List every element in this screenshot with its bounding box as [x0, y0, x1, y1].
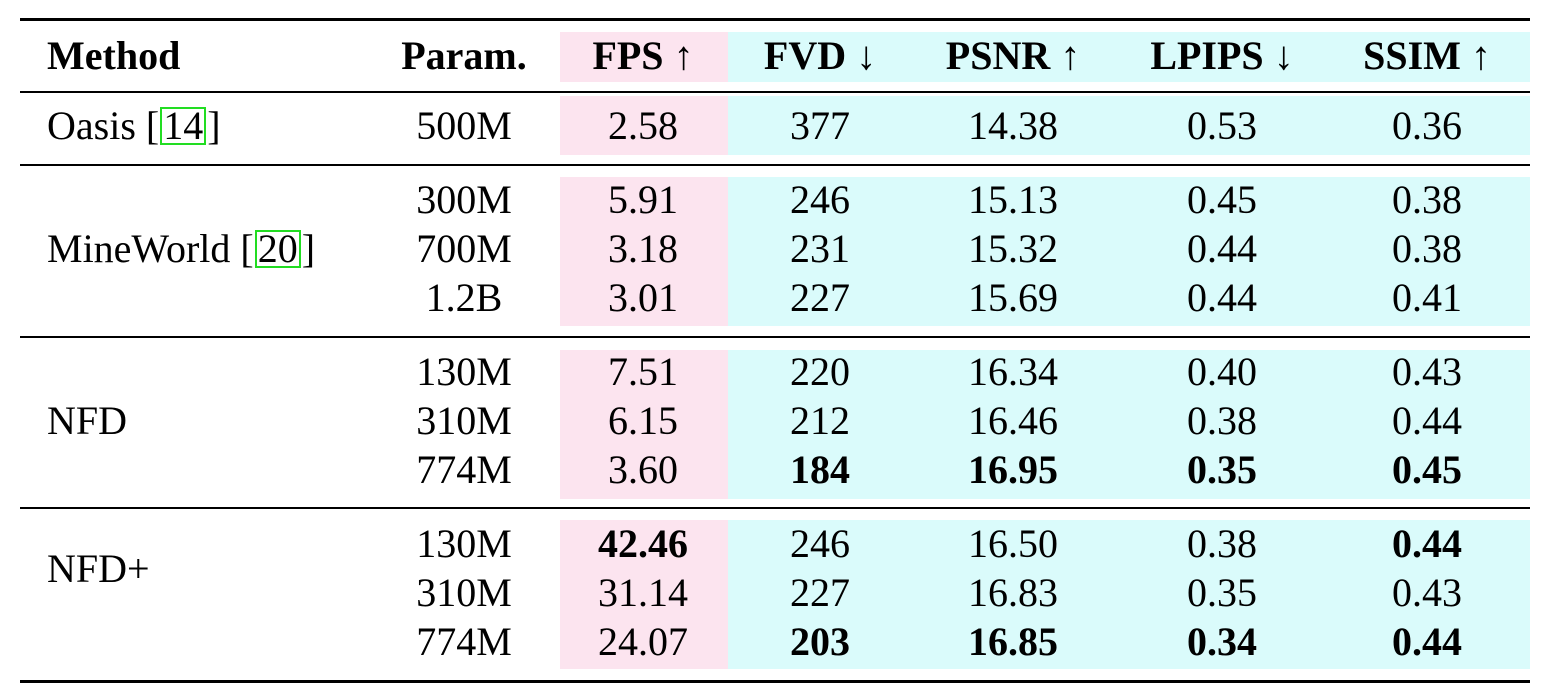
- cell-fps: 6.15: [608, 398, 678, 443]
- citation-link[interactable]: 14: [160, 106, 207, 146]
- cell-fps: 31.14: [598, 570, 688, 615]
- metric-band: [728, 177, 1530, 326]
- cell-fps: 24.07: [598, 619, 688, 664]
- cell-param: 1.2B: [425, 275, 503, 320]
- cell-ssim: 0.41: [1392, 275, 1462, 320]
- cell-fps: 2.58: [608, 103, 678, 148]
- fps-band: [560, 520, 728, 669]
- cell-fvd: 220: [790, 349, 850, 394]
- cell-psnr: 15.32: [968, 226, 1058, 271]
- method-name: NFD: [47, 397, 127, 445]
- header-rule: [20, 91, 1530, 93]
- metric-header-band: [728, 32, 1530, 82]
- fps-band: [560, 350, 728, 499]
- cell-fps: 3.60: [608, 447, 678, 492]
- cell-fvd: 246: [790, 521, 850, 566]
- cell-param: 310M: [416, 570, 512, 615]
- cell-lpips: 0.35: [1187, 447, 1257, 492]
- cell-fvd: 227: [790, 570, 850, 615]
- fps-band: [560, 96, 728, 155]
- cell-psnr: 16.46: [968, 398, 1058, 443]
- cell-lpips: 0.34: [1187, 619, 1257, 664]
- cell-ssim: 0.45: [1392, 447, 1462, 492]
- header-method: Method: [47, 33, 181, 78]
- cell-fvd: 184: [790, 447, 850, 492]
- cell-fvd: 377: [790, 103, 850, 148]
- cell-fvd: 231: [790, 226, 850, 271]
- header-lpips: LPIPS ↓: [1150, 33, 1294, 78]
- cell-lpips: 0.44: [1187, 275, 1257, 320]
- cell-psnr: 16.85: [968, 619, 1058, 664]
- method-label: MineWorld [: [47, 226, 254, 271]
- method-label: NFD: [47, 398, 128, 443]
- method-name: MineWorld [20]: [47, 225, 315, 273]
- cell-psnr: 14.38: [968, 103, 1058, 148]
- group-rule: [20, 336, 1530, 338]
- cell-lpips: 0.53: [1187, 103, 1257, 148]
- cell-param: 774M: [416, 619, 512, 664]
- metric-band: [728, 96, 1530, 155]
- cell-fps: 5.91: [608, 177, 678, 222]
- method-name: Oasis [14]: [47, 102, 221, 150]
- cell-lpips: 0.38: [1187, 521, 1257, 566]
- header-param: Param.: [401, 33, 527, 78]
- cell-param: 300M: [416, 177, 512, 222]
- header-fps: FPS ↑: [592, 33, 694, 78]
- cell-param: 700M: [416, 226, 512, 271]
- cell-lpips: 0.45: [1187, 177, 1257, 222]
- cell-ssim: 0.44: [1392, 619, 1462, 664]
- cell-lpips: 0.44: [1187, 226, 1257, 271]
- cell-psnr: 16.50: [968, 521, 1058, 566]
- cell-ssim: 0.43: [1392, 570, 1462, 615]
- method-label: NFD+: [47, 545, 150, 591]
- cell-ssim: 0.43: [1392, 349, 1462, 394]
- cell-fps: 7.51: [608, 349, 678, 394]
- method-name: NFD+: [47, 545, 150, 593]
- cell-ssim: 0.44: [1392, 521, 1462, 566]
- cell-psnr: 15.69: [968, 275, 1058, 320]
- cell-fvd: 212: [790, 398, 850, 443]
- cell-psnr: 15.13: [968, 177, 1058, 222]
- top-rule: [20, 18, 1530, 21]
- cell-psnr: 16.34: [968, 349, 1058, 394]
- cell-fvd: 203: [790, 619, 850, 664]
- metric-band: [728, 520, 1530, 669]
- cell-psnr: 16.95: [968, 447, 1058, 492]
- cell-param: 774M: [416, 447, 512, 492]
- cell-lpips: 0.40: [1187, 349, 1257, 394]
- cell-fps: 3.18: [608, 226, 678, 271]
- cell-psnr: 16.83: [968, 570, 1058, 615]
- group-rule: [20, 507, 1530, 509]
- cell-fvd: 246: [790, 177, 850, 222]
- cell-param: 130M: [416, 349, 512, 394]
- cell-lpips: 0.35: [1187, 570, 1257, 615]
- cell-ssim: 0.38: [1392, 177, 1462, 222]
- fps-band: [560, 177, 728, 326]
- cell-fps: 3.01: [608, 275, 678, 320]
- method-label: Oasis [: [47, 103, 160, 148]
- header-psnr: PSNR ↑: [945, 33, 1081, 78]
- cell-fvd: 227: [790, 275, 850, 320]
- cell-fps: 42.46: [598, 521, 688, 566]
- cell-ssim: 0.44: [1392, 398, 1462, 443]
- header-ssim: SSIM ↑: [1363, 33, 1491, 78]
- cell-param: 310M: [416, 398, 512, 443]
- results-table: Method Param. FPS ↑ FVD ↓ PSNR ↑ LPIPS ↓ SSIM …: [20, 18, 1530, 684]
- cell-param: 500M: [416, 103, 512, 148]
- cell-lpips: 0.38: [1187, 398, 1257, 443]
- header-fvd: FVD ↓: [763, 33, 877, 78]
- method-label-suffix: ]: [207, 103, 221, 148]
- metric-band: [728, 350, 1530, 499]
- cell-ssim: 0.36: [1392, 103, 1462, 148]
- group-rule: [20, 164, 1530, 166]
- bottom-rule: [20, 680, 1530, 683]
- fps-header-band: [560, 32, 728, 82]
- citation-link[interactable]: 20: [254, 229, 301, 269]
- method-label-suffix: ]: [301, 226, 316, 271]
- cell-param: 130M: [416, 521, 512, 566]
- cell-ssim: 0.38: [1392, 226, 1462, 271]
